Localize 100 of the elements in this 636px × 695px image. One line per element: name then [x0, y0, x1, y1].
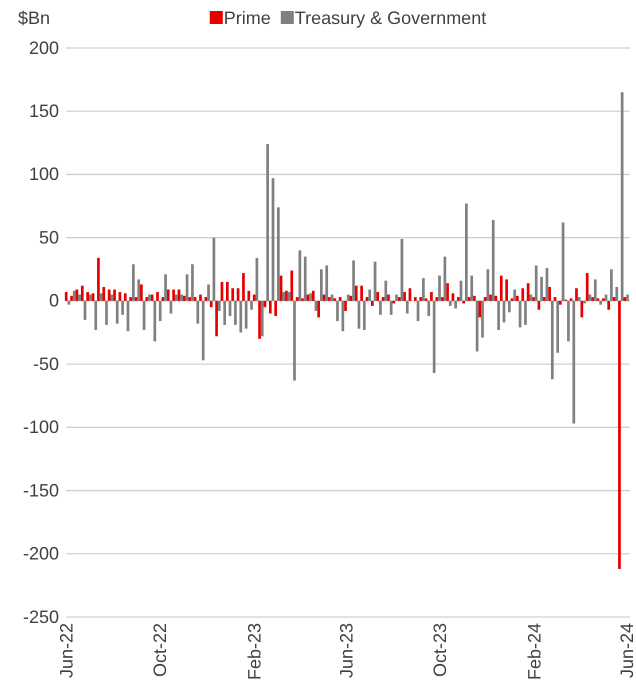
bar: [524, 300, 527, 325]
bar: [481, 300, 484, 338]
bar: [422, 278, 425, 301]
bar: [626, 294, 629, 301]
bar: [162, 297, 164, 301]
bar: [142, 300, 146, 330]
bar: [89, 294, 92, 301]
bar: [298, 250, 302, 301]
bar: [272, 178, 274, 301]
bar: [325, 265, 328, 301]
legend-label: Prime: [224, 8, 271, 28]
bar: [554, 297, 556, 301]
bar: [570, 298, 572, 301]
x-tick-label: Feb-23: [244, 623, 264, 680]
bar: [494, 296, 498, 301]
bar: [492, 220, 495, 301]
bar: [350, 296, 352, 301]
x-tick-label: Jun-22: [56, 623, 76, 678]
bar: [134, 297, 138, 301]
bar: [113, 290, 116, 301]
bar: [285, 290, 288, 301]
bar: [80, 286, 84, 301]
bar: [529, 294, 532, 301]
bar: [344, 300, 347, 312]
bar: [330, 294, 334, 301]
bar: [400, 238, 404, 301]
bar: [172, 290, 175, 301]
bar: [572, 300, 576, 424]
bar: [562, 222, 564, 301]
y-tick-label: -250: [22, 606, 59, 627]
bar: [121, 300, 124, 315]
bar: [202, 300, 205, 360]
y-tick-label: 100: [28, 164, 59, 184]
bar: [465, 204, 468, 301]
bar: [72, 290, 76, 301]
bar: [419, 297, 422, 301]
bar: [374, 262, 376, 301]
x-tick-label: Feb-24: [524, 623, 544, 680]
bar: [309, 293, 312, 301]
bar: [180, 294, 184, 301]
bar: [290, 270, 294, 301]
bar: [567, 300, 570, 342]
y-tick-label: -150: [22, 480, 59, 500]
bar: [438, 276, 441, 301]
bar: [382, 297, 384, 301]
bar: [158, 300, 162, 322]
bar: [166, 290, 170, 301]
bar: [414, 297, 417, 301]
bar: [594, 279, 597, 301]
bar: [226, 282, 229, 301]
bar: [354, 286, 358, 301]
bar: [371, 300, 374, 306]
bar: [432, 300, 436, 373]
bar: [486, 269, 490, 301]
y-tick-label: 150: [28, 100, 59, 121]
y-tick-label: 200: [28, 38, 59, 58]
bar: [288, 292, 290, 301]
bar: [540, 276, 543, 301]
bar: [132, 264, 135, 301]
bar: [239, 300, 242, 332]
bar: [218, 300, 221, 312]
bar: [368, 290, 372, 301]
bar: [124, 293, 127, 301]
bar: [140, 284, 143, 301]
bar: [260, 300, 264, 336]
bar: [100, 293, 102, 301]
bar: [500, 276, 503, 301]
bar: [384, 280, 388, 301]
bar: [578, 297, 581, 301]
y-axis-title: $Bn: [18, 8, 50, 28]
bar: [301, 298, 304, 301]
y-tick-label: 50: [38, 227, 59, 248]
bar: [362, 300, 366, 330]
bar: [178, 290, 180, 301]
bar: [470, 276, 474, 301]
y-tick-label: -50: [32, 354, 59, 374]
x-tick-label: Oct-23: [430, 623, 450, 678]
bar: [513, 290, 516, 301]
bar: [548, 286, 551, 301]
bar: [620, 92, 624, 301]
bar: [174, 294, 178, 301]
bar: [314, 300, 318, 312]
bar: [468, 297, 470, 301]
bar: [395, 294, 398, 301]
bar: [390, 300, 393, 315]
bar: [542, 297, 546, 301]
bar: [546, 268, 548, 301]
bar: [250, 300, 253, 310]
bar: [280, 276, 282, 301]
bar: [183, 296, 186, 301]
bar: [234, 300, 237, 325]
bar: [586, 273, 589, 301]
y-tick-label: 0: [48, 290, 59, 311]
bar: [623, 297, 626, 301]
bar: [596, 298, 600, 301]
bar: [333, 298, 336, 301]
bar: [186, 274, 188, 301]
bar: [618, 300, 621, 569]
bar: [612, 297, 616, 301]
bar: [532, 297, 535, 301]
